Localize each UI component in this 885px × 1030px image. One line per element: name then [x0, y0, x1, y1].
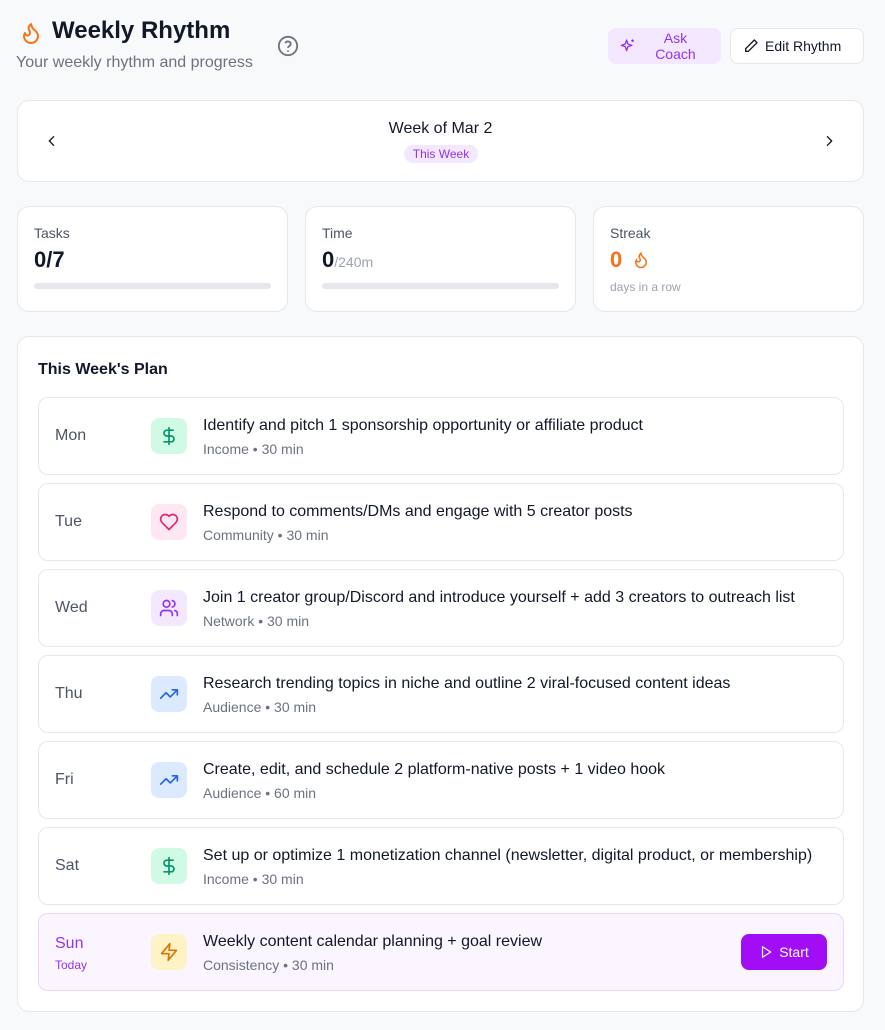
streak-subtext: days in a row	[610, 280, 681, 294]
day-label: Mon	[55, 427, 87, 444]
sparkles-icon	[620, 39, 634, 52]
start-button[interactable]: Start	[741, 934, 827, 970]
start-label: Start	[779, 944, 809, 960]
task-title: Join 1 creator group/Discord and introdu…	[203, 589, 795, 606]
time-value: 0	[322, 247, 335, 272]
task-meta: Audience • 30 min	[203, 699, 317, 715]
plan-row-tue[interactable]: Tue Respond to comments/DMs and engage wi…	[38, 483, 844, 561]
ask-coach-label: Ask Coach	[655, 30, 696, 62]
time-total: /240m	[334, 254, 374, 270]
plan-row-sun[interactable]: Sun Today Weekly content calendar planning…	[38, 913, 844, 991]
task-title: Create, edit, and schedule 2 platform-na…	[203, 761, 666, 778]
day-label: Wed	[55, 599, 88, 616]
plan-row-mon[interactable]: Mon Identify and pitch 1 sponsorship oppo…	[38, 397, 844, 475]
today-label: Today	[55, 958, 88, 972]
plan-row-sat[interactable]: Sat Set up or optimize 1 monetization cha…	[38, 827, 844, 905]
dollar-icon	[151, 848, 187, 884]
plan-row-thu[interactable]: Thu Research trending topics in niche and…	[38, 655, 844, 733]
task-title: Respond to comments/DMs and engage with …	[203, 503, 633, 520]
day-label: Fri	[55, 771, 74, 788]
streak-stat-card: Streak 0 days in a row	[593, 206, 864, 312]
day-label: Sun	[55, 935, 84, 952]
task-meta: Income • 30 min	[203, 441, 304, 457]
zap-icon	[151, 934, 187, 970]
heart-icon	[151, 504, 187, 540]
week-label: Week of Mar 2	[388, 120, 493, 137]
day-label: Sat	[55, 857, 80, 874]
dollar-icon	[151, 418, 187, 454]
trending-up-icon	[151, 762, 187, 798]
edit-rhythm-label: Edit Rhythm	[765, 38, 842, 54]
play-icon	[762, 946, 772, 958]
ask-coach-button[interactable]: Ask Coach	[608, 28, 721, 64]
day-label: Thu	[55, 685, 83, 702]
plan-row-fri[interactable]: Fri Create, edit, and schedule 2 platform…	[38, 741, 844, 819]
time-progress-bar	[322, 283, 559, 289]
page-subtitle: Your weekly rhythm and progress	[16, 54, 253, 71]
this-week-badge: This Week	[404, 145, 478, 163]
task-title: Research trending topics in niche and ou…	[203, 675, 731, 692]
tasks-value: 0/7	[34, 247, 65, 272]
trending-up-icon	[151, 676, 187, 712]
flame-icon	[23, 23, 39, 44]
time-stat-card: Time 0/240m	[305, 206, 576, 312]
tasks-label: Tasks	[34, 225, 70, 241]
week-navigator: Week of Mar 2 This Week	[17, 100, 864, 182]
streak-label: Streak	[610, 225, 651, 241]
chevron-left-icon[interactable]	[44, 133, 60, 149]
edit-rhythm-button[interactable]: Edit Rhythm	[730, 28, 864, 64]
task-meta: Audience • 60 min	[203, 785, 317, 801]
task-meta: Income • 30 min	[203, 871, 304, 887]
chevron-right-icon[interactable]	[821, 133, 837, 149]
task-meta: Community • 30 min	[203, 527, 329, 543]
time-label: Time	[322, 225, 353, 241]
task-meta: Consistency • 30 min	[203, 957, 334, 973]
pencil-icon	[745, 39, 758, 52]
plan-title: This Week's Plan	[38, 361, 168, 378]
day-label: Tue	[55, 513, 82, 530]
help-icon[interactable]	[277, 35, 299, 57]
plan-row-wed[interactable]: Wed Join 1 creator group/Discord and intr…	[38, 569, 844, 647]
flame-icon	[635, 251, 648, 269]
task-meta: Network • 30 min	[203, 613, 310, 629]
task-title: Set up or optimize 1 monetization channe…	[203, 847, 813, 864]
task-title: Weekly content calendar planning + goal …	[203, 933, 543, 950]
users-icon	[151, 590, 187, 626]
tasks-stat-card: Tasks 0/7	[17, 206, 288, 312]
streak-value: 0	[610, 247, 623, 272]
task-title: Identify and pitch 1 sponsorship opportu…	[203, 417, 643, 434]
weekly-plan-card: This Week's Plan Mon Identify and pitch 1…	[17, 336, 864, 1012]
page-title: Weekly Rhythm	[52, 17, 231, 44]
tasks-progress-bar	[34, 283, 271, 289]
